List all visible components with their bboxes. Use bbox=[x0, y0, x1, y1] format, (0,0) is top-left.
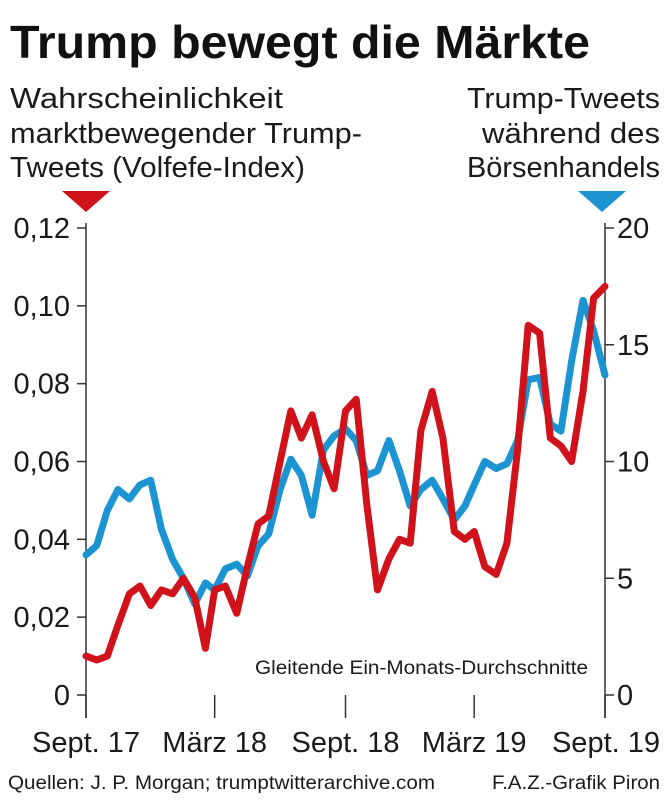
left-axis-label-line-2: marktbewegender Trump- bbox=[10, 118, 362, 150]
x-tick-label: Sept. 18 bbox=[291, 727, 399, 759]
right-axis-label-line-1: Trump-Tweets bbox=[467, 83, 660, 115]
left-tick-label: 0,02 bbox=[14, 602, 70, 634]
left-tick-label: 0,08 bbox=[14, 369, 70, 401]
right-axis-marker-blue-triangle-icon bbox=[578, 191, 626, 212]
chart-title: Trump bewegt die Märkte bbox=[10, 16, 590, 68]
left-axis-label-line-3: Tweets (Volfefe-Index) bbox=[10, 152, 305, 184]
right-tick-label: 10 bbox=[617, 447, 649, 479]
left-axis-label-line-1: Wahrscheinlichkeit bbox=[10, 83, 283, 115]
right-tick-label: 5 bbox=[617, 563, 633, 595]
x-tick-label: März 18 bbox=[162, 727, 267, 759]
source-note: Quellen: J. P. Morgan; trumptwitterarchi… bbox=[8, 773, 435, 794]
series-group bbox=[82, 282, 609, 664]
left-tick-label: 0,12 bbox=[14, 213, 70, 245]
x-tick-label: Sept. 19 bbox=[552, 727, 660, 759]
x-tick-label: Sept. 17 bbox=[32, 727, 140, 759]
series-line-volfefe-index bbox=[82, 282, 609, 664]
right-tick-label: 20 bbox=[617, 213, 649, 245]
right-axis-label-line-3: Börsenhandels bbox=[467, 152, 660, 184]
left-tick-label: 0,10 bbox=[14, 291, 70, 323]
left-tick-label: 0,04 bbox=[14, 524, 70, 556]
axes: 0 0,02 0,04 0,06 0,08 0,10 0,12 0 5 10 15 20 Sept. 1… bbox=[14, 213, 660, 759]
right-tick-label: 15 bbox=[617, 330, 649, 362]
left-tick-label: 0 bbox=[54, 680, 70, 712]
right-axis-label-line-2: während des bbox=[481, 118, 660, 150]
x-tick-label: März 19 bbox=[422, 727, 527, 759]
chart-annotation: Gleitende Ein-Monats-Durchschnitte bbox=[255, 658, 588, 679]
right-tick-label: 0 bbox=[617, 680, 633, 712]
left-tick-label: 0,06 bbox=[14, 447, 70, 479]
left-axis-marker-red-triangle-icon bbox=[62, 191, 110, 212]
credit-note: F.A.Z.-Grafik Piron bbox=[492, 773, 660, 794]
